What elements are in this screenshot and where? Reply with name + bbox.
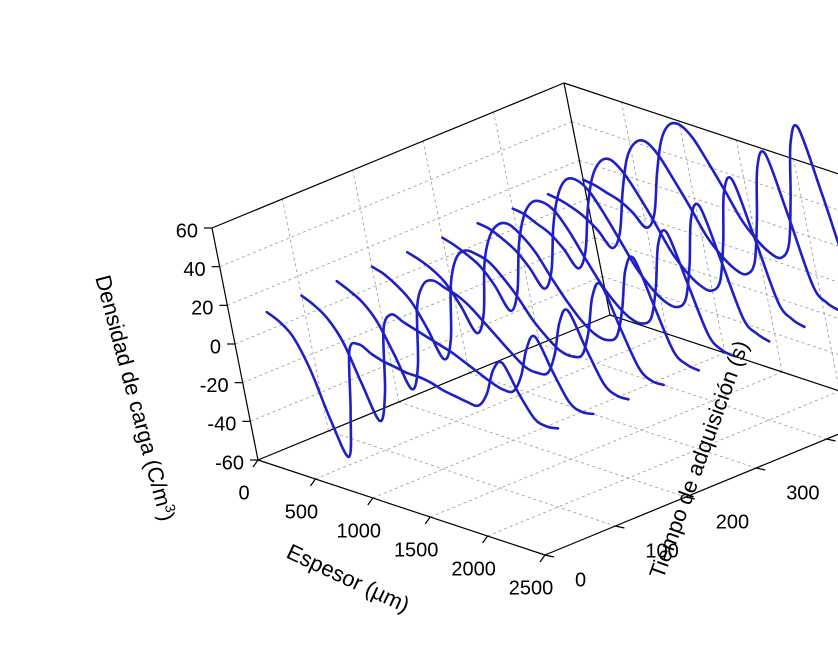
y-tick-mark [544,554,555,558]
axis-frame-edge [211,82,565,229]
floor-grid-line [372,352,725,499]
floor-grid-line [539,343,827,440]
x-tick-label: 2500 [509,577,554,599]
y-tick-label: 100 [645,540,678,562]
x-tick-mark [424,516,431,525]
x-tick-mark [309,478,316,487]
x-tick-mark [539,554,546,563]
y-tick-mark [756,467,766,471]
axis-frame-edge [257,314,611,461]
x-tick-label: 0 [238,482,249,504]
series-line [546,139,838,312]
y-tick-label: 0 [575,569,586,591]
z-tick-label: 40 [183,259,205,281]
x-tick-mark [252,459,259,468]
x-tick-label: 1500 [394,539,439,561]
z-tick-label: -40 [207,414,236,436]
series-line [265,310,560,459]
y-tick-label: 300 [786,482,819,504]
series-line [405,221,701,372]
x-tick-label: 2000 [451,558,496,580]
floor-grid-line [328,430,616,527]
series-line [335,278,630,401]
x-tick-label: 1000 [337,520,382,542]
series-line [581,121,838,260]
x-tick-mark [367,497,374,506]
x-tick-label: 500 [285,501,318,523]
series-layer [265,121,838,459]
series-line [476,177,771,343]
axis-frame-edge [257,459,546,556]
x-tick-mark [482,535,489,544]
series-line [511,157,806,329]
series-line [370,249,665,387]
y-tick-mark [826,438,836,442]
series-line [441,199,736,358]
y-tick-mark [615,525,625,529]
z-tick-label: 20 [191,298,213,320]
y-tick-label: 200 [716,511,749,533]
y-tick-mark [685,496,695,500]
axis-frame-edge [544,433,838,556]
axis-frame-edge [563,82,838,175]
tick-labels: 050010001500200025000100200300400500-60-… [176,220,836,599]
floor-grid-line [315,333,668,480]
axis-frame-edge [563,82,611,316]
back-wall-grid-line [563,82,838,175]
left-wall-grid-line [493,111,540,345]
z-tick-label: -20 [200,375,229,397]
axis-frame-edge [609,314,838,392]
back-wall-grid-line [571,121,838,211]
z-tick-label: -60 [215,452,244,474]
series-line [300,294,595,423]
y-axis-label: Tiempo de adquisición (s) [644,337,753,581]
z-axis-label: Densidad de carga (C/m3) [90,272,181,524]
left-wall-grid-line [227,159,580,306]
floor-grid-line [487,391,838,537]
floor-grid-line [398,401,686,498]
z-tick-label: 60 [176,220,198,242]
back-wall-grid-line [594,237,838,319]
z-tick-label: 0 [210,336,221,358]
